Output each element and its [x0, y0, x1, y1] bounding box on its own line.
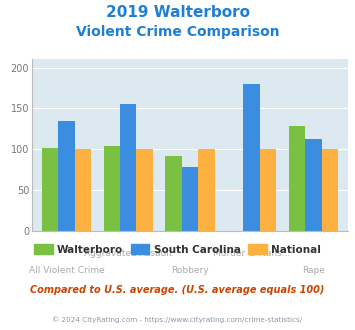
Text: Compared to U.S. average. (U.S. average equals 100): Compared to U.S. average. (U.S. average … — [30, 285, 325, 295]
Bar — [75, 149, 91, 231]
Bar — [165, 156, 182, 231]
Bar — [104, 146, 120, 231]
Bar — [136, 149, 153, 231]
Text: © 2024 CityRating.com - https://www.cityrating.com/crime-statistics/: © 2024 CityRating.com - https://www.city… — [53, 316, 302, 323]
Text: Rape: Rape — [302, 266, 325, 275]
Bar — [322, 149, 338, 231]
Legend: Walterboro, South Carolina, National: Walterboro, South Carolina, National — [30, 240, 325, 259]
Text: Murder & Mans...: Murder & Mans... — [213, 249, 290, 258]
Text: All Violent Crime: All Violent Crime — [29, 266, 104, 275]
Bar — [260, 149, 276, 231]
Bar — [42, 148, 58, 231]
Bar — [58, 121, 75, 231]
Bar — [305, 139, 322, 231]
Bar — [120, 104, 136, 231]
Text: 2019 Walterboro: 2019 Walterboro — [105, 5, 250, 20]
Bar — [182, 167, 198, 231]
Bar — [198, 149, 215, 231]
Bar — [244, 84, 260, 231]
Text: Aggravated Assault: Aggravated Assault — [84, 249, 173, 258]
Bar — [289, 126, 305, 231]
Text: Violent Crime Comparison: Violent Crime Comparison — [76, 25, 279, 39]
Text: Robbery: Robbery — [171, 266, 209, 275]
